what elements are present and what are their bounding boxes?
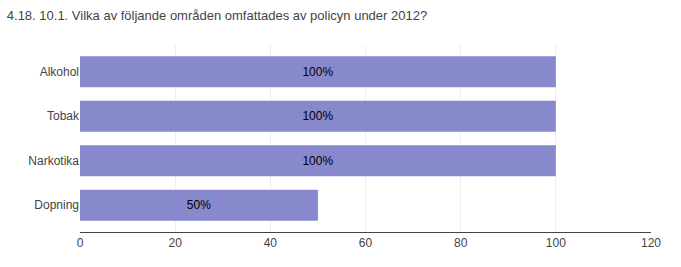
svg-text:4.18. 10.1. Vilka av följande: 4.18. 10.1. Vilka av följande områden om… — [7, 8, 427, 23]
svg-text:60: 60 — [359, 236, 373, 250]
svg-text:80: 80 — [454, 236, 468, 250]
svg-text:120: 120 — [641, 236, 661, 250]
svg-text:20: 20 — [168, 236, 182, 250]
svg-text:100%: 100% — [302, 109, 333, 123]
svg-text:50%: 50% — [187, 198, 211, 212]
svg-text:Dopning: Dopning — [34, 198, 79, 212]
svg-text:100%: 100% — [302, 154, 333, 168]
svg-text:0: 0 — [77, 236, 84, 250]
svg-text:100: 100 — [546, 236, 566, 250]
svg-text:40: 40 — [264, 236, 278, 250]
svg-text:Narkotika: Narkotika — [28, 154, 79, 168]
svg-text:Alkohol: Alkohol — [40, 65, 79, 79]
svg-text:Tobak: Tobak — [47, 109, 80, 123]
svg-text:100%: 100% — [302, 65, 333, 79]
